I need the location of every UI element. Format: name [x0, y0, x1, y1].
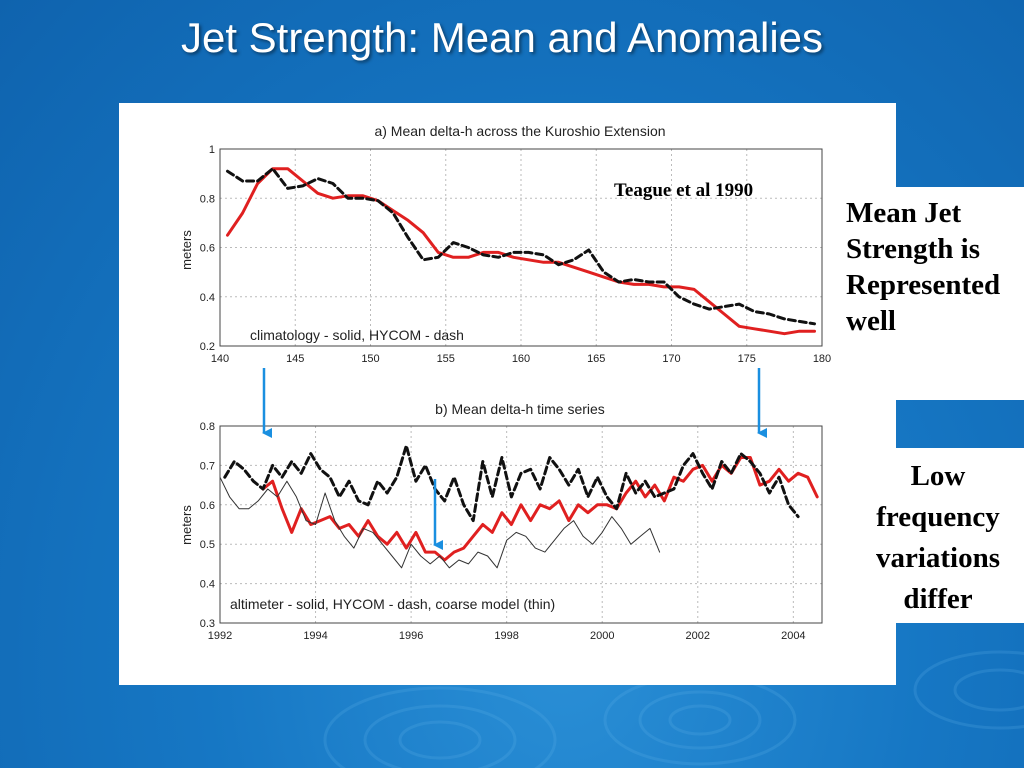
chart-b-xtick-label: 1996 — [399, 630, 423, 642]
callout-low-line-1: Low — [910, 460, 966, 492]
callout-mean-line-3: Represented — [846, 269, 1001, 301]
chart-a-ytick-label: 0.6 — [200, 243, 215, 255]
callout-mean-jet: Mean Jet Strength is Represented well — [838, 187, 1024, 400]
chart-b-xtick-label: 2002 — [686, 630, 710, 642]
chart-a-xtick-label: 145 — [286, 353, 304, 365]
chart-b-series-dash — [223, 444, 800, 523]
chart-b-ytick-label: 0.7 — [200, 460, 215, 472]
chart-b-title: b) Mean delta-h time series — [435, 401, 605, 417]
chart-a-ytick-label: 0.2 — [200, 341, 215, 353]
chart-b: b) Mean delta-h time series meters 1992 1… — [179, 401, 823, 642]
chart-b-ytick-label: 0.3 — [200, 618, 215, 630]
chart-a-ylabel: meters — [179, 230, 194, 270]
callout-mean-line-2: Strength is — [846, 233, 981, 265]
chart-a-ytick-label: 0.8 — [200, 193, 215, 205]
chart-b-annotation-legend: altimeter - solid, HYCOM - dash, coarse … — [230, 596, 555, 612]
chart-a-ytick-label: 1 — [209, 144, 215, 156]
chart-b-ytick-label: 0.5 — [200, 539, 215, 551]
chart-a-xtick-label: 165 — [587, 353, 605, 365]
callout-low-line-3: variations — [875, 542, 1001, 574]
chart-b-ytick-label: 0.8 — [200, 421, 215, 433]
chart-b-frame — [219, 425, 823, 624]
chart-a-xtick-label: 155 — [437, 353, 455, 365]
callout-mean-line-1: Mean Jet — [846, 197, 962, 229]
callout-low-line-4: differ — [903, 583, 973, 615]
callout-low-frequency: Low frequency variations differ — [876, 448, 1024, 623]
chart-a-xtick-label: 160 — [512, 353, 530, 365]
figure-panel: a) Mean delta-h across the Kuroshio Exte… — [119, 103, 896, 685]
chart-b-xtick-label: 2004 — [781, 630, 805, 642]
chart-b-xtick-label: 1998 — [494, 630, 518, 642]
charts-svg: a) Mean delta-h across the Kuroshio Exte… — [179, 123, 831, 642]
chart-a-xtick-label: 170 — [662, 353, 680, 365]
chart-a-title: a) Mean delta-h across the Kuroshio Exte… — [374, 123, 665, 139]
chart-a-xtick-label: 150 — [361, 353, 379, 365]
chart-a-xtick-label: 175 — [738, 353, 756, 365]
chart-b-series-thin — [219, 476, 661, 569]
chart-b-xtick-label: 1992 — [208, 630, 232, 642]
chart-b-ytick-label: 0.4 — [200, 579, 215, 591]
callout-low-line-2: frequency — [876, 501, 1000, 533]
chart-a-frame — [219, 148, 823, 347]
chart-b-ylabel: meters — [179, 505, 194, 545]
chart-a-annotation-legend: climatology - solid, HYCOM - dash — [250, 327, 464, 343]
callout-mean-line-4: well — [846, 305, 896, 337]
chart-b-xtick-label: 1994 — [303, 630, 327, 642]
chart-b-xtick-label: 2000 — [590, 630, 614, 642]
chart-a-xtick-label: 140 — [211, 353, 229, 365]
chart-a: a) Mean delta-h across the Kuroshio Exte… — [179, 123, 831, 365]
slide-title: Jet Strength: Mean and Anomalies — [180, 14, 824, 61]
chart-a-series-dash — [226, 167, 816, 326]
chart-a-ytick-label: 0.4 — [200, 292, 215, 304]
chart-a-annotation-teague: Teague et al 1990 — [614, 180, 753, 201]
chart-a-xtick-label: 180 — [813, 353, 831, 365]
chart-b-series-solid — [261, 456, 819, 562]
chart-b-ytick-label: 0.6 — [200, 500, 215, 512]
